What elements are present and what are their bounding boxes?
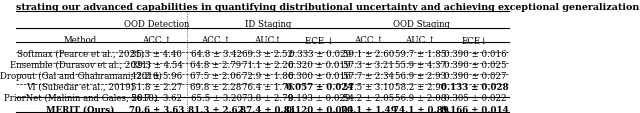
Text: 39.3 ± 4.54: 39.3 ± 4.54	[131, 60, 182, 69]
Text: 58.2 ± 2.96: 58.2 ± 2.96	[395, 82, 446, 91]
Text: 57.3 ± 3.21: 57.3 ± 3.21	[344, 60, 394, 69]
Text: Ensemble (Durasov et al., 2021): Ensemble (Durasov et al., 2021)	[10, 60, 151, 69]
Text: 51.8 ± 2.27: 51.8 ± 2.27	[131, 82, 182, 91]
Text: 67.5 ± 2.06: 67.5 ± 2.06	[191, 71, 242, 80]
Text: 0.133 ± 0.028: 0.133 ± 0.028	[441, 82, 509, 91]
Text: Dropout (Gal and Ghahramani, 2016): Dropout (Gal and Ghahramani, 2016)	[0, 71, 161, 80]
Text: 0.390 ± 0.025: 0.390 ± 0.025	[444, 60, 506, 69]
Text: 35.3 ± 4.40: 35.3 ± 4.40	[131, 49, 182, 58]
Text: 42.2 ± 5.96: 42.2 ± 5.96	[131, 71, 182, 80]
Text: ECE ↓: ECE ↓	[305, 36, 334, 45]
Text: 0.305 ± 0.022: 0.305 ± 0.022	[444, 93, 506, 102]
Text: 0.333 ± 0.029: 0.333 ± 0.029	[289, 49, 351, 58]
Text: 74.1 ± 0.89: 74.1 ± 0.89	[393, 105, 449, 113]
Text: 69.8 ± 2.28: 69.8 ± 2.28	[191, 82, 242, 91]
Text: 72.9 ± 1.86: 72.9 ± 1.86	[242, 71, 294, 80]
Text: 64.8 ± 2.79: 64.8 ± 2.79	[191, 60, 242, 69]
Text: Method: Method	[64, 36, 97, 45]
Text: ACC ↑: ACC ↑	[354, 36, 383, 45]
Text: 0.193 ± 0.029: 0.193 ± 0.029	[289, 93, 351, 102]
Text: OOD Detection: OOD Detection	[124, 20, 189, 29]
Text: ACC ↑: ACC ↑	[142, 36, 172, 45]
Text: 56.7 ± 3.62: 56.7 ± 3.62	[131, 93, 182, 102]
Text: ID Staging: ID Staging	[244, 20, 291, 29]
Text: 70.6 ± 3.63: 70.6 ± 3.63	[129, 105, 184, 113]
Text: 87.4 ± 0.81: 87.4 ± 0.81	[240, 105, 296, 113]
Text: 76.4 ± 1.76: 76.4 ± 1.76	[242, 82, 294, 91]
Text: 0.166 ± 0.014: 0.166 ± 0.014	[441, 105, 509, 113]
Text: 59.7 ± 1.85: 59.7 ± 1.85	[395, 49, 446, 58]
Text: 64.8 ± 3.42: 64.8 ± 3.42	[191, 49, 242, 58]
Text: Softmax (Pearce et al., 2021): Softmax (Pearce et al., 2021)	[17, 49, 144, 58]
Text: 0.120 ± 0.004: 0.120 ± 0.004	[286, 105, 353, 113]
Text: 0.390 ± 0.016: 0.390 ± 0.016	[444, 49, 506, 58]
Text: PriorNet (Malinin and Gales, 2018): PriorNet (Malinin and Gales, 2018)	[4, 93, 157, 102]
Text: OOD Staging: OOD Staging	[394, 20, 451, 29]
Text: 65.5 ± 3.20: 65.5 ± 3.20	[191, 93, 242, 102]
Text: MERIT (Ours): MERIT (Ours)	[46, 105, 115, 113]
Text: 55.9 ± 4.37: 55.9 ± 4.37	[395, 60, 446, 69]
Text: 57.7 ± 2.34: 57.7 ± 2.34	[344, 71, 394, 80]
Text: ECE↓: ECE↓	[461, 36, 488, 45]
Text: VI (Subedar et al., 2019): VI (Subedar et al., 2019)	[26, 82, 134, 91]
Text: strating our advanced capabilities in quantifying distributional uncertainty and: strating our advanced capabilities in qu…	[17, 3, 640, 12]
Text: 56.9 ± 2.93: 56.9 ± 2.93	[395, 71, 446, 80]
Text: 57.5 ± 3.10: 57.5 ± 3.10	[343, 82, 394, 91]
Text: 70.1 ± 1.49: 70.1 ± 1.49	[341, 105, 397, 113]
Text: 59.1 ± 2.60: 59.1 ± 2.60	[343, 49, 395, 58]
Text: 54.2 ± 2.05: 54.2 ± 2.05	[343, 93, 394, 102]
Text: 71.1 ± 2.26: 71.1 ± 2.26	[242, 60, 294, 69]
Text: 0.320 ± 0.019: 0.320 ± 0.019	[288, 60, 351, 69]
Text: AUC↑: AUC↑	[254, 36, 282, 45]
Text: 73.8 ± 2.79: 73.8 ± 2.79	[243, 93, 293, 102]
Text: AUC ↑: AUC ↑	[406, 36, 436, 45]
Text: ACC ↑: ACC ↑	[202, 36, 231, 45]
Text: 81.3 ± 2.62: 81.3 ± 2.62	[188, 105, 244, 113]
Text: 0.390 ± 0.027: 0.390 ± 0.027	[444, 71, 506, 80]
Text: 56.9 ± 2.08: 56.9 ± 2.08	[395, 93, 446, 102]
Text: 69.3 ± 2.52: 69.3 ± 2.52	[243, 49, 293, 58]
Text: 0.300 ± 0.016: 0.300 ± 0.016	[288, 71, 351, 80]
Text: 0.057 ± 0.024: 0.057 ± 0.024	[286, 82, 353, 91]
